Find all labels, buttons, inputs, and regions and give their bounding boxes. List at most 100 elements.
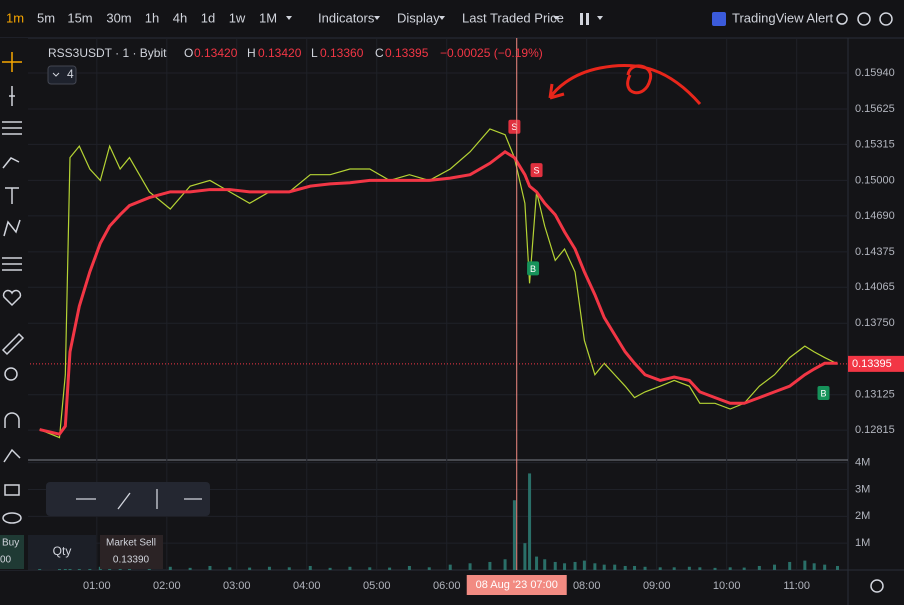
volume-bar (773, 564, 777, 570)
x-tick-label: 09:00 (643, 580, 671, 592)
interval[interactable]: 30m (106, 10, 131, 25)
x-tick-label: 11:00 (783, 580, 810, 592)
chart-type-icon[interactable] (580, 13, 603, 25)
sell-box[interactable] (100, 535, 163, 569)
ohlc-value: 0.13420 (194, 46, 238, 60)
settings-icon[interactable] (857, 12, 871, 26)
volume-bar (633, 565, 637, 570)
volume-bar (188, 567, 192, 570)
volume-bar (228, 567, 232, 570)
volume-bar (553, 561, 557, 570)
x-tick-label: 10:00 (713, 580, 741, 592)
interval[interactable]: 15m (67, 10, 92, 25)
volume-bar (672, 567, 676, 570)
interval[interactable]: 1h (145, 10, 159, 25)
volume-bar (543, 559, 547, 570)
caret (286, 16, 292, 20)
ohlc-key: L (311, 46, 318, 60)
alert-icon[interactable] (712, 12, 726, 26)
volume-bar (687, 566, 691, 570)
volume-bar (602, 564, 606, 570)
badge-box[interactable] (47, 65, 77, 85)
interval[interactable]: 4h (173, 10, 187, 25)
volume-bar (593, 563, 597, 570)
volume-bar (643, 566, 647, 570)
menu[interactable]: Last Traded Price (462, 10, 564, 25)
volume-bar (488, 561, 492, 570)
fullscreen-icon[interactable] (879, 12, 893, 26)
interval[interactable]: 1w (229, 10, 246, 25)
volume-bar (248, 567, 252, 570)
caret (553, 16, 559, 20)
zoom-tool[interactable] (4, 367, 18, 381)
eye-tool[interactable] (2, 512, 22, 524)
pattern-tool[interactable] (3, 219, 21, 237)
volume-bar (582, 560, 586, 570)
buy-box[interactable] (0, 535, 24, 569)
prediction-tool[interactable] (2, 257, 22, 271)
line-tool[interactable] (9, 86, 15, 106)
caret (439, 16, 445, 20)
top-toolbar (0, 0, 904, 38)
volume-bar (658, 567, 662, 570)
change: −0.00025 (−0.19%) (440, 46, 543, 60)
brush-tool[interactable] (2, 157, 20, 169)
y-tick-label: 0.14065 (855, 281, 895, 293)
text-tool[interactable] (5, 187, 19, 204)
ohlc-value: 0.13395 (385, 46, 429, 60)
favorite-tool[interactable] (2, 289, 22, 307)
caret (52, 72, 60, 77)
alert-button[interactable]: TradingView Alert (732, 10, 834, 25)
crosshair-label: 08 Aug '23 07:00 (476, 579, 558, 591)
ruler-tool[interactable] (1, 332, 25, 356)
fib-tool[interactable] (2, 121, 22, 135)
menu[interactable]: Display (397, 10, 440, 25)
interval[interactable]: 1M (259, 10, 277, 25)
volume-bar (427, 567, 431, 570)
ohlc-key: O (184, 46, 193, 60)
axis-settings[interactable] (870, 579, 884, 593)
qty-box[interactable] (28, 535, 96, 569)
y-tick-label: 0.14375 (855, 246, 895, 258)
y-tick-label: 0.13750 (855, 317, 895, 329)
volume-bar (348, 566, 352, 570)
volume-bar (503, 559, 507, 570)
y-tick-label: 0.12815 (855, 424, 895, 436)
line-tools[interactable] (76, 489, 202, 510)
menu[interactable]: Indicators (318, 10, 375, 25)
volume-bar (512, 500, 516, 570)
volume-bar (208, 565, 212, 570)
price-line (39, 128, 838, 439)
volume-bar (287, 567, 291, 570)
x-tick-label: 04:00 (293, 580, 321, 592)
sell-label: Market Sell (106, 538, 156, 549)
crosshair-tool[interactable] (2, 52, 22, 72)
volume-bar (573, 561, 577, 570)
caret (374, 16, 380, 20)
interval[interactable]: 1m (6, 10, 24, 25)
badge[interactable]: 4 (67, 67, 74, 81)
x-tick-label: 08:00 (573, 580, 601, 592)
signal-marker (530, 163, 543, 178)
volume-bar (448, 564, 452, 570)
volume-bar (788, 561, 792, 570)
x-tick-label: 02:00 (153, 580, 181, 592)
volume-bar (757, 565, 761, 570)
volume-bar (528, 473, 532, 570)
camera-icon[interactable] (836, 13, 848, 25)
signal-marker (527, 261, 540, 276)
signal-label: S (511, 122, 517, 132)
volume-bar (836, 565, 840, 570)
interval[interactable]: 1d (201, 10, 215, 25)
volume-tick-label: 2M (855, 510, 870, 522)
volume-tick-label: 1M (855, 537, 870, 549)
y-tick-label: 0.14690 (855, 210, 895, 222)
draw-mode-tool[interactable] (3, 448, 21, 463)
lock-tool[interactable] (4, 484, 20, 496)
magnet-tool[interactable] (4, 412, 20, 428)
volume-bar (535, 556, 539, 570)
signal-label: B (820, 388, 826, 398)
interval[interactable]: 5m (37, 10, 55, 25)
volume-bar (823, 564, 827, 570)
